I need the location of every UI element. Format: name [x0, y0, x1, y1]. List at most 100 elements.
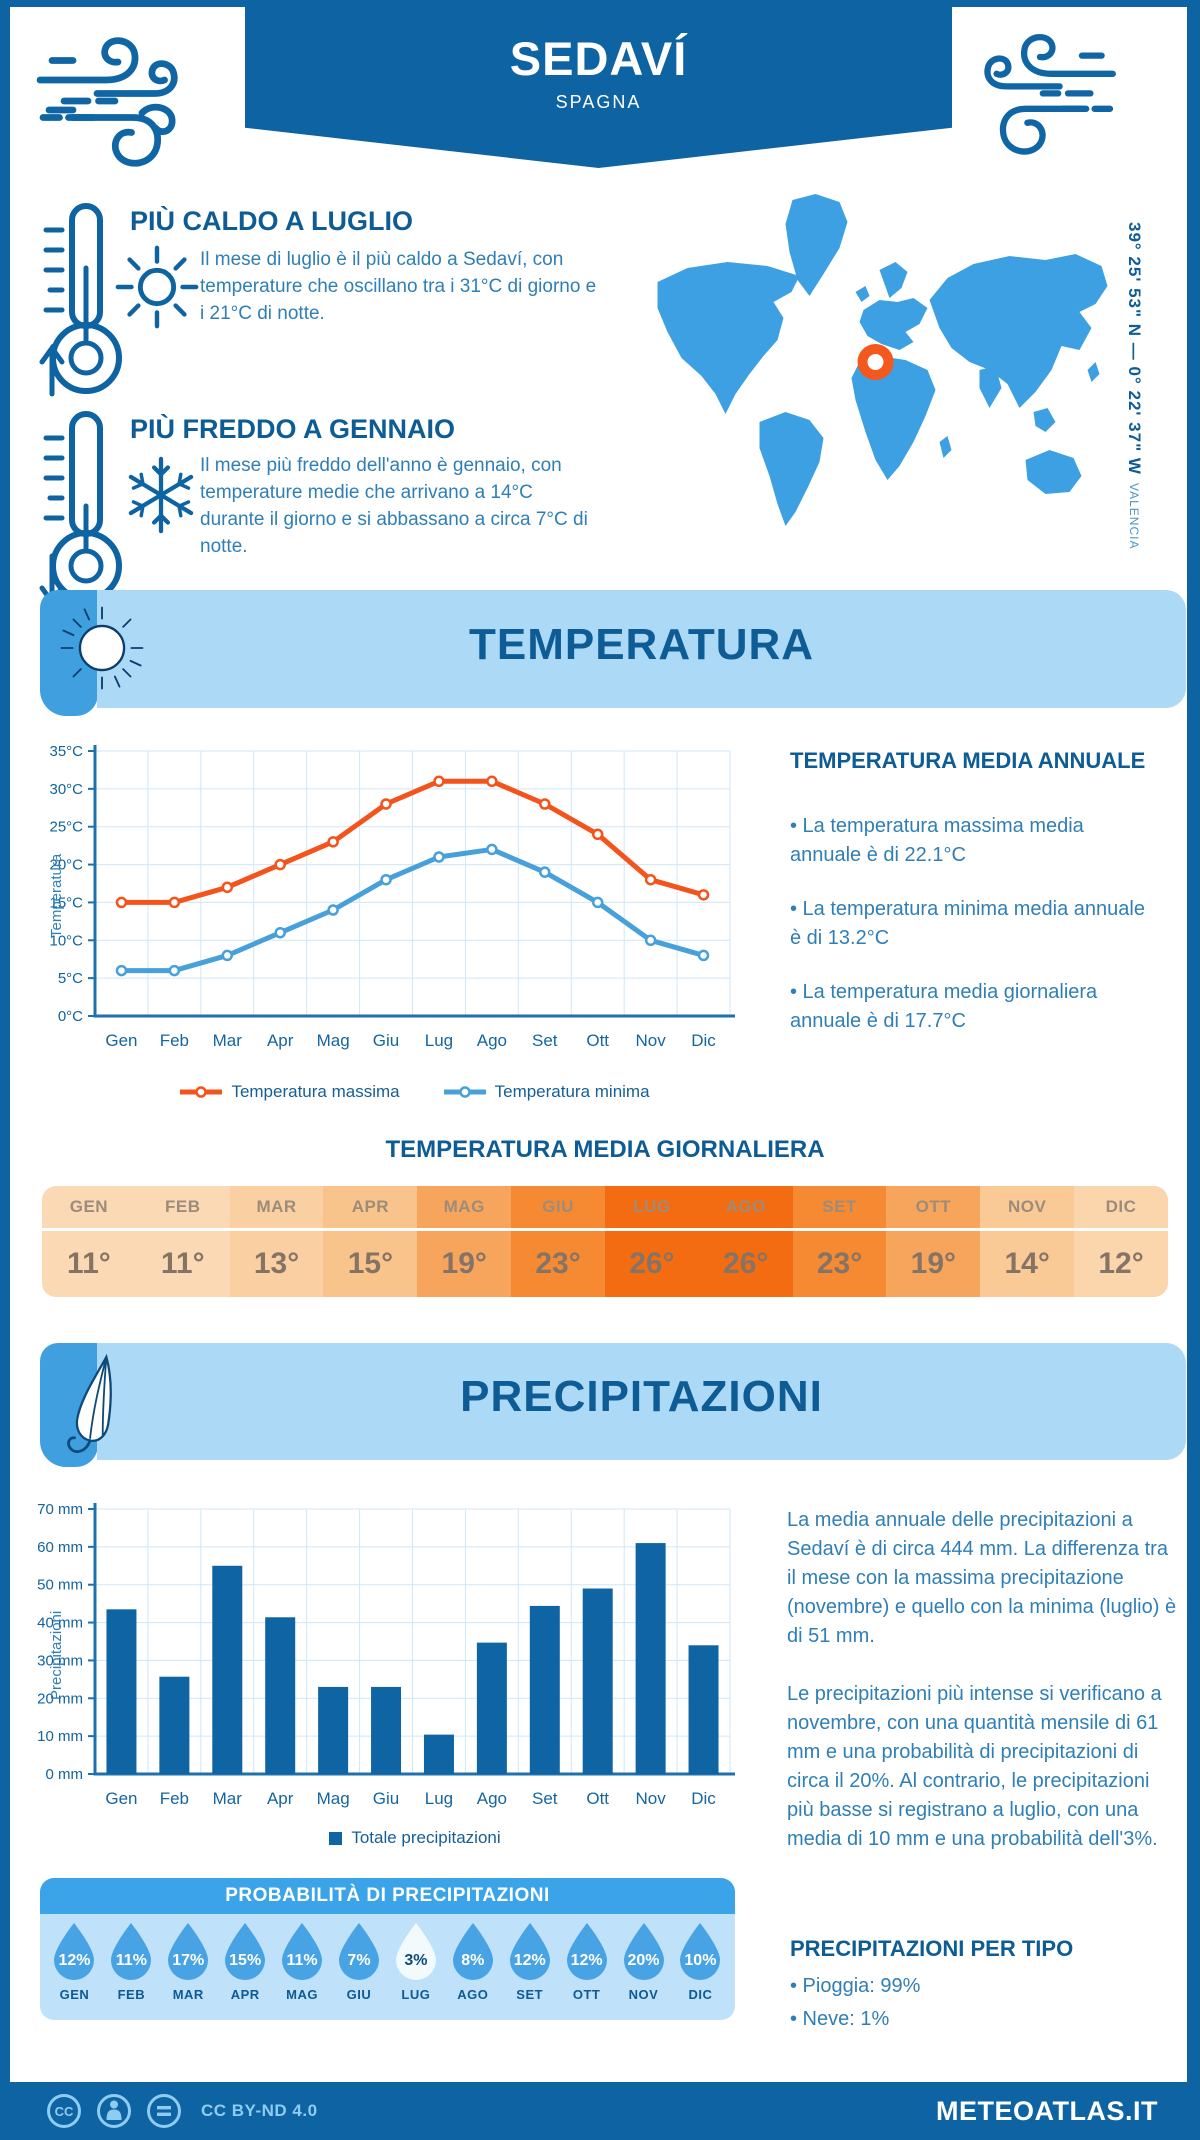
droplet-percentage: 12%	[570, 1952, 603, 1969]
table-column-DIC: DIC 12°	[1074, 1186, 1168, 1297]
svg-text:Ott: Ott	[586, 1789, 609, 1808]
legend-swatch	[180, 1086, 223, 1098]
precipitation-by-type-bullets: • Pioggia: 99% • Neve: 1%	[790, 1972, 1170, 2038]
bar-Gen	[106, 1609, 137, 1774]
svg-text:50 mm: 50 mm	[37, 1577, 83, 1594]
svg-text:10°C: 10°C	[49, 932, 83, 949]
umbrella-icon	[67, 1353, 112, 1453]
svg-text:Giu: Giu	[373, 1031, 399, 1050]
svg-text:0 mm: 0 mm	[46, 1766, 84, 1783]
svg-text:Mar: Mar	[213, 1789, 243, 1808]
table-temperature-value: 23°	[816, 1247, 863, 1280]
table-temperature-value: 14°	[1004, 1247, 1050, 1280]
series-line	[118, 846, 707, 974]
bar-Feb	[159, 1676, 190, 1774]
droplet-percentage: 11%	[286, 1952, 318, 1969]
table-temperature-value: 12°	[1098, 1247, 1144, 1280]
svg-text:70 mm: 70 mm	[37, 1501, 83, 1518]
legend-label: Temperatura massima	[231, 1082, 400, 1101]
legend-swatch	[329, 1831, 343, 1845]
table-column-MAG: MAG 19°	[417, 1186, 512, 1297]
droplet-month-label: MAG	[286, 1987, 318, 2002]
table-month-label: SET	[792, 1186, 887, 1231]
droplet-month-label: NOV	[628, 1987, 659, 2002]
bar-Dic	[688, 1645, 719, 1774]
page-border-top	[0, 0, 1200, 7]
legend-item: Temperatura minima	[443, 1082, 650, 1102]
temperature-chart-legend: Temperatura massima Temperatura minima	[95, 1082, 735, 1102]
droplet-icon	[566, 1923, 607, 1980]
region-label: VALENCIA	[1127, 483, 1141, 550]
table-temperature-value: 13°	[253, 1247, 300, 1280]
droplet-icon	[54, 1923, 95, 1980]
droplet-icon	[680, 1923, 721, 1980]
table-month-label: MAG	[417, 1186, 512, 1231]
svg-text:20°C: 20°C	[49, 857, 83, 874]
brand-label: METEOATLAS.IT	[936, 2095, 1158, 2126]
svg-text:Giu: Giu	[373, 1789, 399, 1808]
table-column-AGO: AGO 26°	[698, 1186, 793, 1297]
droplet-percentage: 17%	[172, 1952, 205, 1969]
droplet-icon	[225, 1923, 266, 1980]
svg-text:35°C: 35°C	[49, 743, 83, 760]
droplet-icon	[338, 1923, 379, 1980]
droplet-percentage: 12%	[58, 1952, 91, 1969]
legend-item: Temperatura massima	[180, 1082, 400, 1102]
precipitation-by-type-title: PRECIPITAZIONI PER TIPO	[790, 1936, 1074, 1961]
droplet-AGO: 8% AGO	[447, 1922, 499, 2020]
droplet-percentage: 11%	[115, 1952, 147, 1969]
svg-text:Apr: Apr	[267, 1789, 294, 1808]
svg-text:Dic: Dic	[691, 1789, 716, 1808]
droplet-GEN: 12% GEN	[48, 1922, 100, 2020]
table-month-label: LUG	[604, 1186, 699, 1231]
table-month-label: DIC	[1074, 1186, 1168, 1231]
table-temperature-value: 26°	[723, 1247, 769, 1280]
bar-Giu	[371, 1686, 402, 1774]
page-subtitle: SPAGNA	[555, 92, 642, 112]
svg-text:20 mm: 20 mm	[37, 1690, 83, 1707]
coordinates-label: 39° 25' 53" N — 0° 22' 37" W	[1125, 222, 1144, 475]
table-column-APR: APR 15°	[323, 1186, 418, 1297]
table-month-label: OTT	[886, 1186, 981, 1231]
bar-Ago	[476, 1642, 507, 1774]
droplet-month-label: APR	[230, 1987, 260, 2002]
table-column-GIU: GIU 23°	[511, 1186, 605, 1297]
by-type-bullet: • Neve: 1%	[790, 2008, 890, 2030]
map-marker-icon	[857, 344, 894, 380]
precipitation-chart: 0 mm 10 mm 20 mm 30 mm 40 mm 50 mm 60 mm 70 mm G…	[35, 1499, 737, 1824]
table-temperature-value: 15°	[347, 1247, 394, 1280]
table-month-label: NOV	[980, 1186, 1075, 1231]
table-temperature-value: 11°	[67, 1247, 111, 1280]
precipitation-probability-title: PROBABILITÀ DI PRECIPITAZIONI	[40, 1878, 735, 1914]
table-column-LUG: LUG 26°	[604, 1186, 699, 1297]
precipitation-chart-ylabel: Precipitazioni	[48, 1610, 65, 1700]
svg-text:Set: Set	[532, 1789, 558, 1808]
table-column-OTT: OTT 19°	[886, 1186, 981, 1297]
precipitation-paragraph: La media annuale delle precipitazioni a …	[787, 1509, 1177, 1647]
svg-text:30°C: 30°C	[49, 781, 83, 798]
legend-item: Totale precipitazioni	[329, 1828, 501, 1848]
bar-Mag	[318, 1686, 349, 1774]
line-chart-svg: 0°C 5°C 10°C 15°C 20°C 25°C 30°C 35°C Gen Feb Mar A…	[49, 743, 735, 1050]
by-type-bullet: • Pioggia: 99%	[790, 1975, 921, 1997]
droplet-month-label: LUG	[401, 1987, 431, 2002]
droplet-icon	[395, 1923, 436, 1980]
table-month-label: APR	[323, 1186, 418, 1231]
table-column-SET: SET 23°	[792, 1186, 887, 1297]
bar-chart-svg: 0 mm 10 mm 20 mm 30 mm 40 mm 50 mm 60 mm 70 mm G…	[37, 1501, 735, 1808]
droplet-MAG: 11% MAG	[276, 1922, 328, 2020]
table-month-label: AGO	[698, 1186, 793, 1231]
snowflake-icon	[128, 456, 194, 534]
table-month-label: GEN	[42, 1186, 136, 1231]
droplet-icon	[168, 1923, 209, 1980]
droplet-month-label: AGO	[457, 1987, 489, 2002]
svg-text:Nov: Nov	[636, 1789, 667, 1808]
droplet-percentage: 20%	[627, 1952, 660, 1969]
droplet-percentage: 3%	[404, 1952, 428, 1969]
svg-text:Ago: Ago	[477, 1031, 507, 1050]
droplet-percentage: 7%	[347, 1952, 371, 1969]
svg-text:Gen: Gen	[105, 1031, 137, 1050]
droplet-percentage: 10%	[684, 1952, 717, 1969]
page-border-right	[1187, 0, 1200, 2140]
